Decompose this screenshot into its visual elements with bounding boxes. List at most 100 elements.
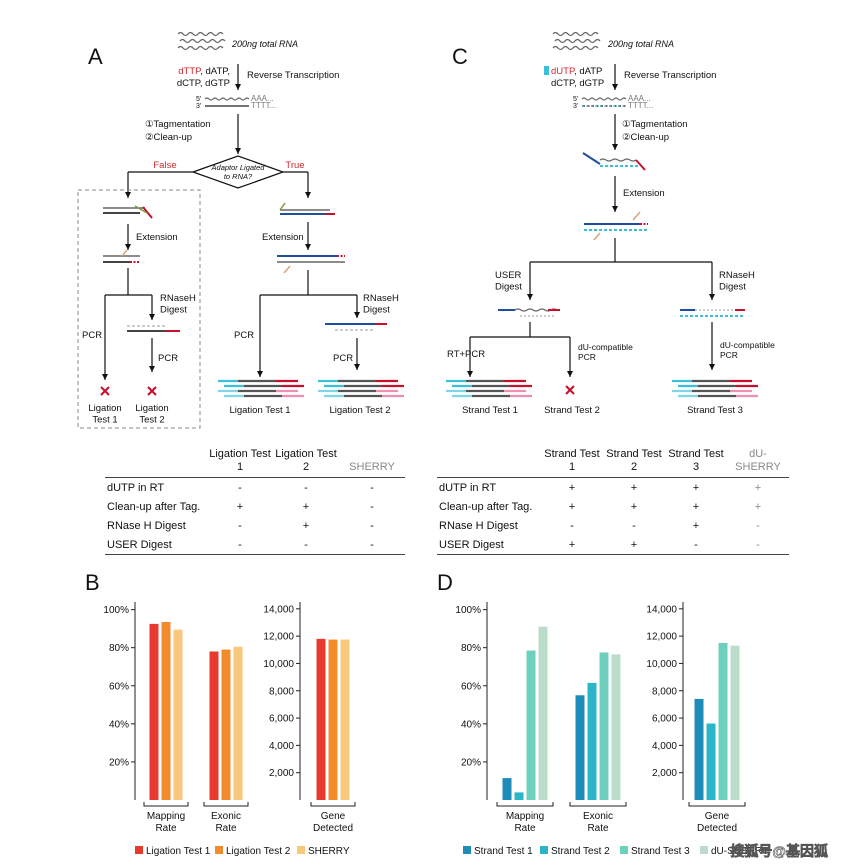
adaptor bbox=[635, 159, 646, 171]
cell: - bbox=[370, 538, 374, 551]
bar bbox=[587, 682, 597, 800]
nucleotide: , dATP, bbox=[200, 66, 230, 77]
row-label: Clean-up after Tag. bbox=[107, 500, 201, 513]
legend-label: Strand Test 2 bbox=[551, 846, 610, 857]
column-header: Strand Test 3 bbox=[668, 448, 724, 473]
text-line: Adaptor Ligated bbox=[211, 163, 266, 172]
label: RNaseH Digest bbox=[363, 293, 399, 315]
cell: + bbox=[302, 519, 310, 532]
nucleotides: dTTP, dATP, bbox=[178, 66, 230, 77]
text-line: Rate bbox=[587, 823, 609, 834]
category-bracket bbox=[203, 802, 249, 807]
nucleotides: dUTP, dATP bbox=[551, 66, 602, 77]
cell: - bbox=[370, 519, 374, 532]
y-tick-label: 80% bbox=[461, 643, 481, 654]
label: Strand Test 1 bbox=[462, 405, 518, 416]
bar bbox=[575, 695, 585, 800]
text-line: to RNA? bbox=[224, 172, 253, 181]
legend-label: dU-SHERRY bbox=[711, 846, 769, 857]
adaptor bbox=[632, 211, 641, 221]
legend-swatch bbox=[540, 846, 548, 854]
cell: - bbox=[304, 481, 308, 494]
table-row: Clean-up after Tag. + + - bbox=[105, 497, 405, 516]
cell: + bbox=[692, 519, 700, 532]
label: Extension bbox=[262, 232, 304, 243]
label: Reverse Transcription bbox=[624, 70, 716, 81]
label: ②Clean-up bbox=[145, 132, 192, 143]
panel-label: A bbox=[88, 44, 103, 69]
text-line: Test 1 bbox=[92, 414, 117, 425]
row-label: RNase H Digest bbox=[107, 519, 186, 532]
column-header: Strand Test 1 bbox=[544, 448, 600, 473]
text-line: Gene bbox=[321, 811, 346, 822]
y-tick-label: 100% bbox=[455, 605, 481, 616]
y-tick-label: 100% bbox=[103, 605, 129, 616]
label: Ligation Test 2 bbox=[135, 403, 168, 425]
text-line: RNaseH bbox=[160, 293, 196, 304]
rna-strand bbox=[177, 45, 224, 51]
y-tick-label: 60% bbox=[109, 681, 129, 692]
label: Ligation Test 2 bbox=[329, 405, 390, 416]
bar bbox=[538, 626, 548, 800]
cell: + bbox=[692, 500, 700, 513]
bar bbox=[209, 651, 219, 800]
label: Ligation Test 1 bbox=[88, 403, 121, 425]
x-tick-label: Gene Detected bbox=[697, 811, 737, 834]
label: dCTP, dGTP bbox=[177, 78, 230, 89]
label: Adaptor Ligated to RNA? bbox=[211, 163, 266, 181]
y-tick-label: 80% bbox=[109, 643, 129, 654]
label: PCR bbox=[234, 330, 254, 341]
rna-strand bbox=[552, 31, 599, 37]
legend-label: Strand Test 3 bbox=[631, 846, 690, 857]
text-line: Rate bbox=[514, 823, 536, 834]
legend-label: Ligation Test 2 bbox=[226, 846, 291, 857]
adaptor bbox=[121, 249, 128, 257]
cell: - bbox=[238, 519, 242, 532]
panel-label: B bbox=[85, 570, 100, 595]
table-row: USER Digest - - - bbox=[105, 535, 405, 555]
bar bbox=[706, 723, 716, 800]
y-tick-label: 10,000 bbox=[646, 659, 677, 670]
column-header: Strand Test 2 bbox=[606, 448, 662, 473]
text-line: PCR bbox=[720, 350, 738, 360]
category-bracket bbox=[496, 802, 554, 807]
y-tick-label: 4,000 bbox=[652, 741, 677, 752]
bar bbox=[233, 646, 243, 800]
legend-swatch bbox=[135, 846, 143, 854]
cell: + bbox=[568, 481, 576, 494]
bar bbox=[730, 645, 740, 800]
x-tick-label: Mapping Rate bbox=[506, 811, 544, 834]
cell: + bbox=[630, 500, 638, 513]
text-line: Gene bbox=[705, 811, 730, 822]
text-line: Detected bbox=[697, 823, 737, 834]
x-tick-label: Exonic Rate bbox=[583, 811, 613, 834]
text-line: dU-compatible bbox=[720, 340, 775, 350]
y-tick-label: 14,000 bbox=[646, 604, 677, 615]
bar bbox=[599, 652, 609, 800]
cell: + bbox=[754, 481, 762, 494]
legend-swatch bbox=[463, 846, 471, 854]
legend-swatch bbox=[700, 846, 708, 854]
header-row: Ligation Test 1 Ligation Test 2 SHERRY bbox=[105, 448, 405, 478]
cell: - bbox=[756, 538, 760, 551]
label: USER Digest bbox=[495, 270, 522, 292]
table-row: dUTP in RT - - - bbox=[105, 478, 405, 498]
table-row: Clean-up after Tag. + + + + bbox=[437, 497, 789, 516]
legend-swatch bbox=[620, 846, 628, 854]
label: dU-compatible PCR bbox=[578, 342, 633, 362]
legend-label: Strand Test 1 bbox=[474, 846, 533, 857]
table: Strand Test 1 Strand Test 2 Strand Test 3 d… bbox=[437, 448, 789, 555]
text-line: Exonic bbox=[211, 811, 241, 822]
table-head: Ligation Test 1 Ligation Test 2 SHERRY bbox=[105, 448, 405, 478]
text-line: Rate bbox=[215, 823, 237, 834]
rna-strand bbox=[179, 38, 226, 44]
table-row: RNase H Digest - - + - bbox=[437, 516, 789, 535]
adaptor bbox=[142, 206, 153, 219]
column-header: dU-SHERRY bbox=[735, 448, 781, 473]
row-label: dUTP in RT bbox=[107, 481, 165, 494]
cell: + bbox=[236, 500, 244, 513]
bar bbox=[328, 639, 338, 800]
cell: - bbox=[370, 481, 374, 494]
label: Extension bbox=[136, 232, 178, 243]
